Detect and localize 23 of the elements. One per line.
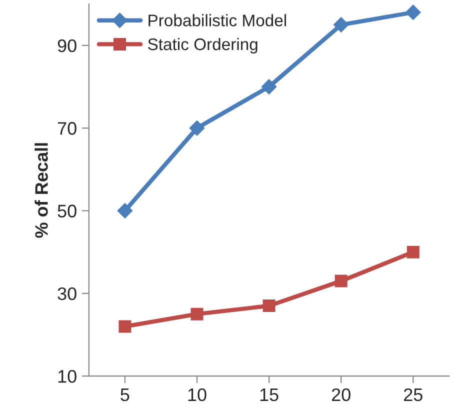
x-tick-label: 10 bbox=[188, 388, 206, 402]
point bbox=[117, 203, 133, 218]
x-tick-label: 20 bbox=[332, 388, 350, 402]
y-tick-label: 50 bbox=[58, 204, 76, 218]
point bbox=[334, 17, 349, 32]
x-tick-label: 15 bbox=[260, 388, 278, 402]
y-tick-label: 10 bbox=[58, 370, 76, 383]
point bbox=[118, 320, 132, 333]
y-tick-label: 30 bbox=[58, 287, 76, 300]
x-tick-label: 5 bbox=[120, 388, 130, 402]
point bbox=[189, 120, 205, 136]
legend-label: Static Ordering bbox=[148, 38, 258, 54]
point bbox=[190, 308, 204, 320]
y-axis-title: % of Recall bbox=[34, 143, 48, 238]
point bbox=[262, 300, 276, 312]
x-tick-label: 25 bbox=[404, 388, 422, 402]
point bbox=[406, 246, 420, 258]
point bbox=[406, 4, 421, 20]
legend-label: Probabilistic Model bbox=[148, 14, 286, 26]
y-tick-label: 70 bbox=[58, 122, 76, 135]
y-tick-label: 90 bbox=[58, 39, 76, 52]
point bbox=[334, 274, 348, 288]
point bbox=[261, 79, 277, 94]
